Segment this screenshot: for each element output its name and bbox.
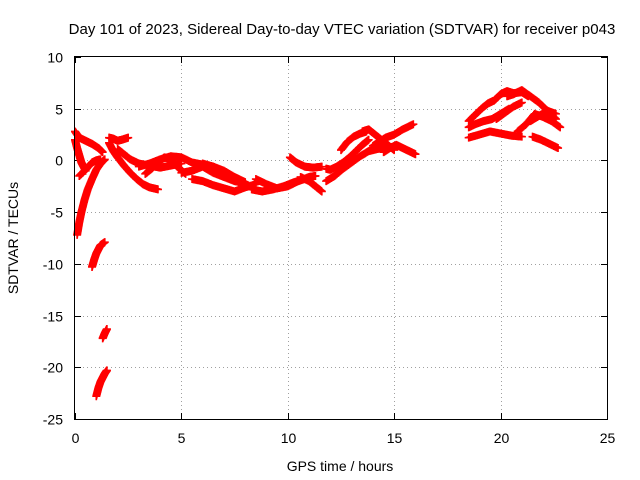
plot-frame [74,56,608,420]
data-point [364,135,373,144]
data-series-arc-33 [528,132,563,153]
data-series-arc-4 [75,155,105,180]
data-series-arc-24 [368,120,418,150]
data-point [100,238,109,247]
data-point [317,162,326,171]
y-tick-label: -20 [43,360,63,376]
data-point [409,120,418,129]
y-axis-label: SDTVAR / TECUs [5,182,21,294]
x-axis-label: GPS time / hours [287,458,394,474]
grid-layer [75,57,607,419]
data-series-arc-31 [464,127,526,142]
x-tick-label: 20 [494,430,510,446]
chart-title: Day 101 of 2023, Sidereal Day-to-day VTE… [69,21,616,38]
data-series-arc-15 [198,159,250,187]
y-tick-label: 10 [47,50,63,66]
data-point [124,133,133,142]
x-tick-label: 25 [600,430,616,446]
data-point [102,325,111,334]
y-tick-label: 0 [55,153,63,169]
data-point [556,123,565,132]
data-point [517,98,526,107]
data-series-arc-5 [88,238,109,271]
y-tick-label: -10 [43,257,63,273]
data-series-arc-21 [322,135,373,174]
data-point [554,144,563,153]
data-series-arc-7 [92,366,111,401]
y-tick-label: -5 [51,205,64,221]
data-point [551,109,560,118]
y-tick-label: 5 [55,102,63,118]
data-point [517,132,526,141]
data-point [241,178,250,187]
data-point [411,150,420,159]
data-point [311,171,320,180]
data-series-arc-8 [105,138,162,194]
data-series-arc-9 [105,133,133,145]
data-point [96,155,105,164]
tick-layer: 0 5 10 15 20 25 -25 -20 -15 -10 -5 0 5 10 [43,50,616,447]
data-point [153,185,162,194]
data-points-layer [71,86,565,401]
data-series-arc-1 [71,127,107,157]
x-tick-label: 10 [281,430,297,446]
data-series-arc-6 [98,325,111,343]
data-point [317,187,326,196]
data-point [98,148,107,157]
data-series-arc-32 [492,98,526,124]
data-series-arc-25 [379,140,420,159]
data-series-arc-19 [296,172,326,196]
x-tick-label: 0 [72,430,80,446]
y-tick-label: -25 [43,412,63,428]
x-tick-label: 15 [387,430,403,446]
x-tick-label: 5 [178,430,186,446]
y-tick-label: -15 [43,309,63,325]
data-series-arc-18 [285,153,326,172]
data-point [102,366,111,375]
data-series-arc-30 [526,106,560,126]
